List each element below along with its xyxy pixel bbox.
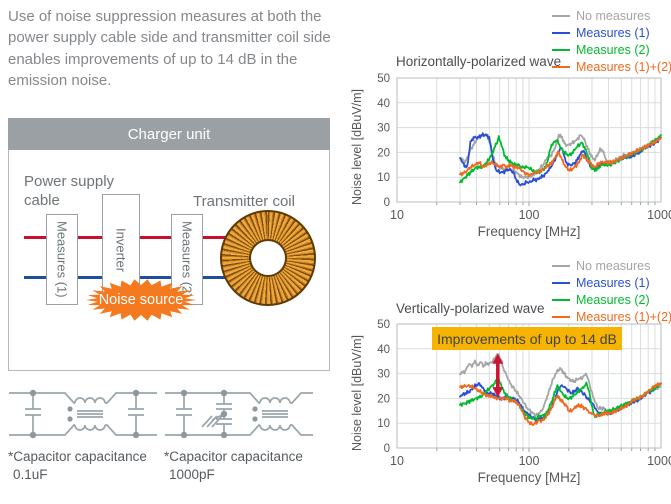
- legend-dash-icon: [552, 264, 570, 268]
- svg-text:40: 40: [377, 98, 390, 110]
- legend-item: Measures (2): [552, 42, 671, 58]
- svg-text:30: 30: [377, 123, 390, 135]
- chart-legend: No measures Measures (1) Measures (2) Measu…: [552, 8, 671, 75]
- charger-unit-body: Power supply cable Transmitter coil Meas…: [8, 150, 330, 371]
- filter-circuit-1: [8, 383, 158, 450]
- legend-label: Measures (2): [576, 43, 650, 57]
- svg-text:1000: 1000: [647, 454, 671, 468]
- intro-text: Use of noise suppression measures at bot…: [8, 8, 331, 89]
- svg-text:0: 0: [384, 443, 390, 455]
- svg-text:20: 20: [377, 147, 390, 159]
- measures-2-label: Measures (2): [179, 221, 195, 298]
- legend-item: Measures (2): [552, 292, 671, 308]
- charger-unit-header: Charger unit: [8, 118, 330, 150]
- chart-title: Horizontally-polarized wave: [396, 54, 562, 69]
- improvement-banner: Improvements of up to 14 dB: [432, 327, 622, 350]
- filter-circuit-2: [164, 383, 314, 450]
- legend-label: No measures: [576, 9, 651, 23]
- noise-source-label: Noise source: [98, 292, 184, 308]
- legend-label: Measures (1)+(2): [576, 60, 671, 74]
- legend-label: Measures (1): [576, 276, 650, 290]
- x-axis-label: Frequency [MHz]: [477, 224, 581, 239]
- charger-unit-diagram: Charger unit Power supply cable Transmit…: [8, 118, 330, 371]
- svg-text:1000: 1000: [647, 208, 671, 222]
- circuit-2-caption: *Capacitor capacitance 1000pF: [164, 448, 316, 484]
- inverter-label: Inverter: [113, 228, 129, 273]
- neutral-wire: [24, 276, 272, 279]
- svg-text:20: 20: [377, 393, 390, 405]
- chart-vertical-polarization: 01020304050101001000 Improvements of up …: [340, 256, 671, 504]
- legend-label: Measures (1)+(2): [576, 310, 671, 324]
- caption-line: *Capacitor capacitance: [8, 449, 147, 464]
- caption-line: *Capacitor capacitance: [164, 449, 303, 464]
- legend-label: No measures: [576, 259, 651, 273]
- svg-text:10: 10: [377, 172, 390, 184]
- y-axis-label: Noise level [dBuV/m]: [350, 88, 364, 205]
- plot-area: 01020304050101001000: [377, 319, 671, 468]
- svg-text:100: 100: [519, 208, 540, 222]
- transmitter-coil-icon: [220, 210, 316, 306]
- legend-dash-icon: [552, 48, 570, 52]
- svg-text:0: 0: [384, 197, 390, 209]
- noise-source-star: Noise source: [85, 278, 197, 322]
- live-wire: [24, 236, 272, 239]
- legend-dash-icon: [552, 298, 570, 302]
- power-supply-cable-label: Power supply cable: [24, 173, 115, 210]
- chart-legend: No measures Measures (1) Measures (2) Measu…: [552, 258, 671, 325]
- legend-label: Measures (1): [576, 26, 650, 40]
- svg-text:30: 30: [377, 369, 390, 381]
- legend-item: Measures (1): [552, 275, 671, 291]
- measures-1-box: Measures (1): [46, 214, 78, 305]
- legend-item: Measures (1): [552, 25, 671, 41]
- legend-item: Measures (1)+(2): [552, 309, 671, 325]
- circuit-1-caption: *Capacitor capacitance 0.1uF: [8, 448, 160, 484]
- legend-dash-icon: [552, 14, 570, 18]
- svg-text:50: 50: [377, 73, 390, 85]
- y-capacitor-choke-schematic-icon: [165, 389, 313, 439]
- legend-dash-icon: [552, 281, 570, 285]
- svg-text:100: 100: [519, 454, 540, 468]
- svg-text:10: 10: [377, 418, 390, 430]
- plot-area: 01020304050101001000: [377, 73, 671, 222]
- svg-text:10: 10: [390, 208, 404, 222]
- legend-dash-icon: [552, 315, 570, 319]
- caption-value: 0.1uF: [13, 467, 48, 483]
- coil-hole: [251, 241, 285, 275]
- legend-item: Measures (1)+(2): [552, 59, 671, 75]
- legend-dash-icon: [552, 65, 570, 69]
- svg-text:10: 10: [390, 454, 404, 468]
- starburst-icon: [86, 279, 196, 321]
- measures-1-label: Measures (1): [54, 221, 70, 298]
- legend-label: Measures (2): [576, 293, 650, 307]
- chart-title: Vertically-polarized wave: [396, 301, 545, 316]
- legend-item: No measures: [552, 8, 671, 24]
- legend-dash-icon: [552, 31, 570, 35]
- svg-text:50: 50: [377, 319, 390, 331]
- y-axis-label: Noise level [dBuV/m]: [350, 334, 364, 451]
- svg-text:40: 40: [377, 344, 390, 356]
- chart-horizontal-polarization: 01020304050101001000 No measuresMeasures…: [340, 0, 671, 252]
- x-axis-label: Frequency [MHz]: [477, 470, 581, 485]
- x-capacitor-choke-schematic-icon: [9, 389, 157, 439]
- transmitter-coil-label: Transmitter coil: [193, 193, 295, 210]
- caption-value: 1000pF: [169, 467, 215, 483]
- legend-item: No measures: [552, 258, 671, 274]
